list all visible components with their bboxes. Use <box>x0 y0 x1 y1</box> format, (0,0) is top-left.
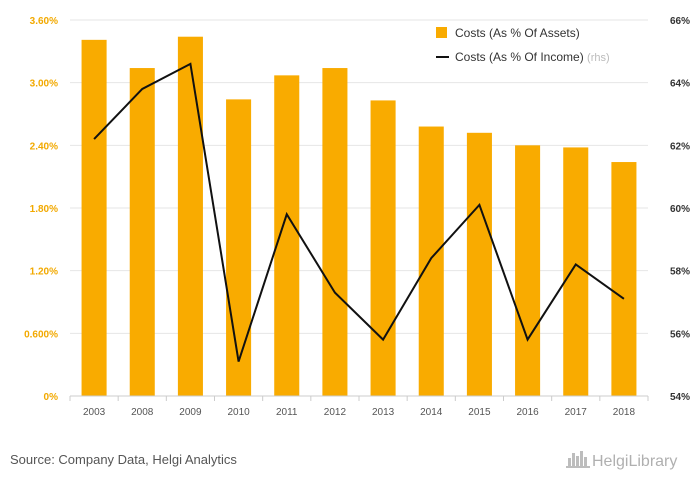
city-skyline-icon <box>566 451 590 468</box>
legend-label-line: Costs (As % Of Income) (rhs) <box>455 50 610 64</box>
y-right-tick-label: 54% <box>670 392 690 403</box>
legend-label-line-name: Costs (As % Of Income) <box>455 50 584 64</box>
y-left-tick-label: 2.40% <box>30 141 58 152</box>
x-tick-label: 2012 <box>324 407 347 418</box>
x-tick-label: 2017 <box>565 407 588 418</box>
series-line <box>93 62 625 362</box>
bar <box>370 100 396 396</box>
y-left-tick-label: 3.60% <box>30 16 58 27</box>
x-tick-label: 2015 <box>468 407 491 418</box>
x-tick-label: 2009 <box>179 407 202 418</box>
y-right-tick-label: 64% <box>670 79 690 90</box>
grid-lines <box>70 19 648 334</box>
y-right-tick-label: 66% <box>670 16 690 27</box>
legend-label-bar: Costs (As % Of Assets) <box>455 26 580 40</box>
line-series <box>93 62 625 362</box>
bar <box>81 39 107 396</box>
x-tick-label: 2008 <box>131 407 154 418</box>
bar-series <box>81 36 637 397</box>
x-tick-label: 2010 <box>227 407 250 418</box>
bar <box>129 68 155 397</box>
y-left-tick-label: 3.00% <box>30 79 58 90</box>
y-right-tick-label: 62% <box>670 141 690 152</box>
legend: Costs (As % Of Assets) Costs (As % Of In… <box>436 26 610 64</box>
y-right-tick-label: 60% <box>670 204 690 215</box>
source-text: Source: Company Data, Helgi Analytics <box>10 452 237 467</box>
bar <box>274 75 300 396</box>
bar <box>177 36 203 396</box>
bar <box>322 68 348 397</box>
legend-swatch-bar <box>436 27 447 38</box>
bar <box>466 132 492 397</box>
y-left-tick-label: 1.80% <box>30 204 58 215</box>
x-tick-label: 2011 <box>276 407 298 418</box>
y-left-tick-label: 1.20% <box>30 267 58 278</box>
bar <box>418 126 444 397</box>
axes: 0% 0.600% 1.20% 1.80% 2.40% 3.00% 3.60% 54% 56% 5… <box>24 16 690 418</box>
y-right-tick-label: 58% <box>670 267 690 278</box>
y-left-tick-label: 0.600% <box>24 329 58 340</box>
bar <box>515 145 541 396</box>
bar <box>563 147 589 396</box>
x-tick-label: 2003 <box>83 407 106 418</box>
legend-label-line-rhs: (rhs) <box>587 52 610 64</box>
bar <box>226 99 252 396</box>
x-tick-label: 2018 <box>613 407 636 418</box>
logo-text: HelgiLibrary <box>592 453 677 470</box>
y-left-tick-label: 0% <box>44 392 59 403</box>
helgi-logo: HelgiLibrary <box>566 451 677 470</box>
x-tick-label: 2014 <box>420 407 443 418</box>
x-tick-label: 2016 <box>516 407 539 418</box>
bar <box>611 162 637 396</box>
y-right-tick-label: 56% <box>670 329 690 340</box>
x-tick-label: 2013 <box>372 407 395 418</box>
